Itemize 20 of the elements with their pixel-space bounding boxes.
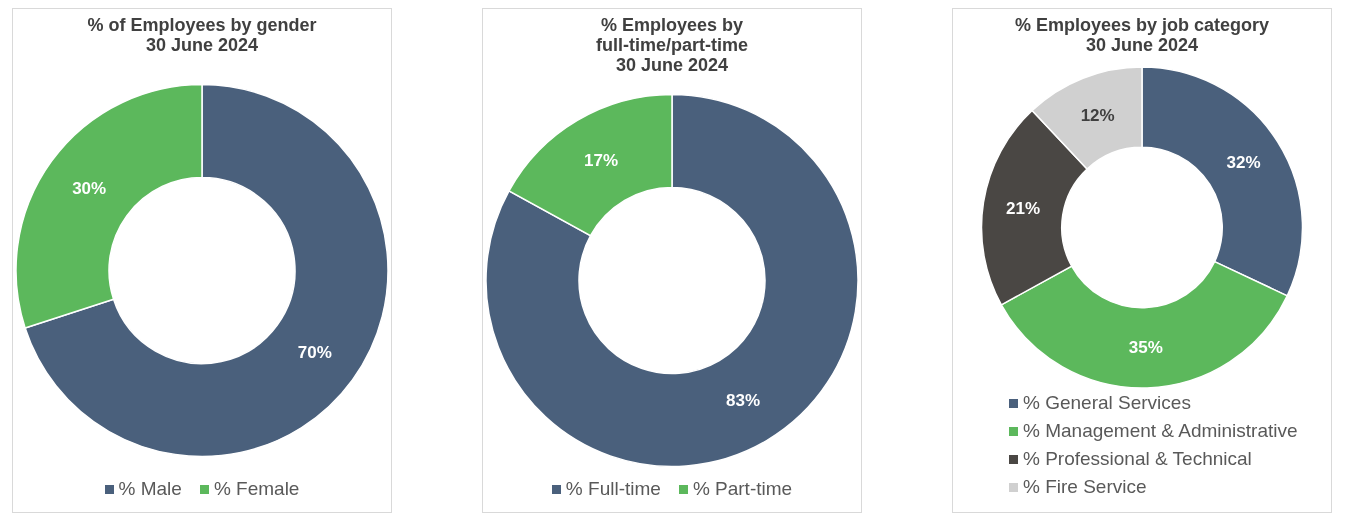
data-label: 70% [297,343,332,362]
data-label: 21% [1006,199,1041,219]
legend-label: % Part-time [692,478,793,500]
data-label: 30% [72,179,107,198]
data-label: 32% [1226,153,1261,173]
data-label: 83% [726,391,761,411]
legend-label: % Fire Service [1023,476,1147,498]
legend-label: % Management & Administrative [1023,420,1298,442]
data-label: 35% [1128,338,1163,358]
legend-label: % Male [118,478,182,500]
legend-label: % Full-time [565,478,661,500]
legend-label: % General Services [1023,392,1191,414]
chart-title: % Employees by job category 30 June 2024 [1013,15,1271,55]
data-label: 17% [583,150,618,170]
legend-label: % Professional & Technical [1023,448,1252,470]
chart-title: % of Employees by gender 30 June 2024 [86,15,318,55]
legend-label: % Female [213,478,300,500]
donut-slice [485,93,859,468]
chart-title: % Employees by full-time/part-time 30 June 2024 [595,15,749,75]
data-label: 12% [1080,106,1115,126]
